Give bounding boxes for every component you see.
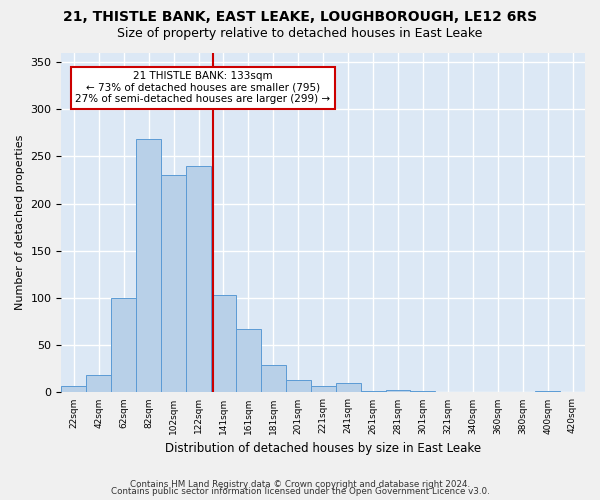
Bar [386,390,410,392]
Bar [136,140,161,392]
Text: Size of property relative to detached houses in East Leake: Size of property relative to detached ho… [118,28,482,40]
Bar [335,383,361,392]
Bar [311,386,335,392]
Bar [161,176,186,392]
Bar [410,390,436,392]
Bar [286,380,311,392]
Text: 21 THISTLE BANK: 133sqm
← 73% of detached houses are smaller (795)
27% of semi-d: 21 THISTLE BANK: 133sqm ← 73% of detache… [75,71,331,104]
Bar [236,329,261,392]
Bar [261,365,286,392]
Text: Contains public sector information licensed under the Open Government Licence v3: Contains public sector information licen… [110,487,490,496]
X-axis label: Distribution of detached houses by size in East Leake: Distribution of detached houses by size … [165,442,481,455]
Bar [61,386,86,392]
Bar [86,376,111,392]
Bar [186,166,211,392]
Bar [535,390,560,392]
Y-axis label: Number of detached properties: Number of detached properties [15,135,25,310]
Text: Contains HM Land Registry data © Crown copyright and database right 2024.: Contains HM Land Registry data © Crown c… [130,480,470,489]
Bar [361,390,386,392]
Text: 21, THISTLE BANK, EAST LEAKE, LOUGHBOROUGH, LE12 6RS: 21, THISTLE BANK, EAST LEAKE, LOUGHBOROU… [63,10,537,24]
Bar [111,298,136,392]
Bar [211,295,236,392]
